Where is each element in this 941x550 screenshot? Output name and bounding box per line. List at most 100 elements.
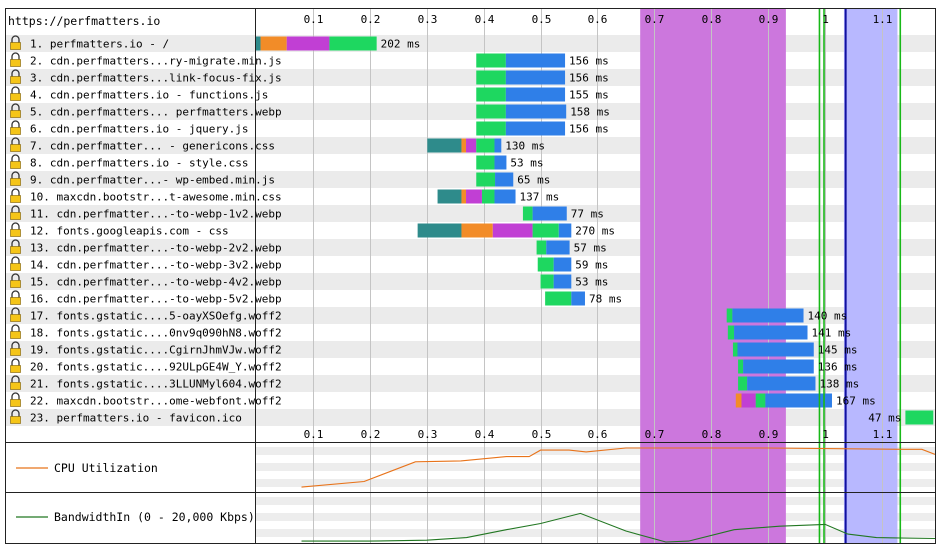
request-duration-label: 155 ms	[569, 89, 609, 102]
request-duration-label: 78 ms	[589, 293, 622, 306]
lock-icon	[11, 171, 20, 179]
request-duration-label: 138 ms	[819, 378, 859, 391]
request-duration-label: 47 ms	[868, 412, 901, 425]
lock-icon	[11, 239, 20, 247]
lock-icon	[11, 205, 20, 213]
cpu-band-stripe	[256, 479, 935, 487]
bar-segment-ssl	[466, 138, 477, 153]
request-duration-label: 59 ms	[575, 259, 608, 272]
request-label: 6. cdn.perfmatters.io - jquery.js	[30, 123, 249, 136]
lock-icon	[11, 222, 20, 230]
bar-segment-ssl	[466, 189, 482, 204]
bar-segment-ssl	[741, 393, 756, 408]
request-label: 20. fonts.gstatic....92ULpGE4W_Y.woff2	[30, 361, 282, 374]
request-label: 10. maxcdn.bootstr...t-awesome.min.css	[30, 191, 282, 204]
lock-icon	[11, 307, 20, 315]
lock-icon	[11, 188, 20, 196]
site-url: https://perfmatters.io	[8, 14, 160, 28]
lock-icon	[11, 154, 20, 162]
bar-segment-ttfb	[738, 359, 744, 374]
lock-icon	[10, 76, 21, 84]
bar-segment-download	[505, 121, 566, 136]
bar-segment-download	[734, 325, 808, 340]
bar-segment-ttfb	[755, 393, 766, 408]
lock-icon	[10, 178, 21, 186]
lock-icon	[10, 127, 21, 135]
lock-icon	[10, 93, 21, 101]
bar-segment-download	[571, 291, 585, 306]
request-duration-label: 77 ms	[571, 208, 604, 221]
request-label: 4. cdn.perfmatters.io - functions.js	[30, 89, 268, 102]
request-label: 16. cdn.perfmatter...-to-webp-5v2.webp	[30, 293, 282, 306]
bar-segment-ttfb	[481, 189, 495, 204]
bar-segment-ttfb	[476, 172, 496, 187]
bar-segment-ttfb	[532, 223, 559, 238]
lock-icon	[10, 59, 21, 67]
request-duration-label: 202 ms	[381, 38, 421, 51]
request-label: 21. fonts.gstatic....3LLUNMyl604.woff2	[30, 378, 282, 391]
bar-segment-download	[505, 87, 566, 102]
bandwidth-band-stripe	[256, 513, 935, 521]
bar-segment-ttfb	[476, 87, 506, 102]
bar-segment-download	[505, 53, 566, 68]
request-label: 1. perfmatters.io - /	[30, 38, 169, 51]
request-label: 13. cdn.perfmatter...-to-webp-2v2.webp	[30, 242, 282, 255]
lock-icon	[10, 399, 21, 407]
request-duration-label: 65 ms	[517, 174, 550, 187]
lock-icon	[10, 229, 21, 237]
bar-segment-download	[532, 206, 567, 221]
x-tick-label-bottom: 0.6	[588, 428, 608, 441]
x-tick-label-top: 0.7	[645, 13, 665, 26]
graph-layer	[301, 447, 936, 543]
cpu-utilization-label: CPU Utilization	[54, 461, 158, 475]
x-tick-label-bottom: 0.3	[418, 428, 438, 441]
lock-icon	[11, 86, 20, 94]
request-duration-label: 156 ms	[569, 55, 609, 68]
request-duration-label: 141 ms	[812, 327, 852, 340]
bar-segment-ttfb	[905, 410, 934, 425]
bar-segment-download	[747, 376, 816, 391]
bar-segment-download	[732, 308, 804, 323]
request-label: 17. fonts.gstatic....5-oayXSOefg.woff2	[30, 310, 282, 323]
bandwidth-in-label: BandwidthIn (0 - 20,000 Kbps)	[54, 510, 255, 524]
request-label: 7. cdn.perfmatter... - genericons.css	[30, 140, 275, 153]
x-tick-label-bottom: 0.2	[361, 428, 381, 441]
request-duration-label: 140 ms	[808, 310, 848, 323]
bar-segment-connect	[461, 189, 467, 204]
bar-segment-ttfb	[476, 138, 495, 153]
bar-segment-ssl	[286, 36, 330, 51]
dom-content-loaded-region	[640, 9, 786, 543]
request-duration-label: 137 ms	[520, 191, 560, 204]
x-tick-label-top: 0.8	[702, 13, 722, 26]
request-duration-label: 130 ms	[505, 140, 545, 153]
request-duration-label: 156 ms	[569, 72, 609, 85]
lock-icon	[10, 212, 21, 220]
request-duration-label: 57 ms	[574, 242, 607, 255]
bar-segment-dns	[256, 36, 261, 51]
lock-icon	[11, 35, 20, 43]
x-tick-label-top: 0.1	[304, 13, 324, 26]
bar-segment-download	[505, 104, 567, 119]
bar-segment-ttfb	[732, 342, 738, 357]
bar-segment-ttfb	[329, 36, 377, 51]
request-label: 8. cdn.perfmatters.io - style.css	[30, 157, 249, 170]
lock-icon	[10, 348, 21, 356]
lock-icon	[11, 290, 20, 298]
request-label: 14. cdn.perfmatter...-to-webp-3v2.webp	[30, 259, 282, 272]
lock-icon	[10, 331, 21, 339]
bandwidth-band-stripe	[256, 497, 935, 505]
lock-icon	[11, 256, 20, 264]
lock-icon	[10, 246, 21, 254]
x-tick-label-top: 0.2	[361, 13, 381, 26]
request-duration-label: 158 ms	[570, 106, 610, 119]
bar-segment-download	[505, 70, 566, 85]
bar-segment-ttfb	[726, 308, 733, 323]
request-label: 15. cdn.perfmatter...-to-webp-4v2.webp	[30, 276, 282, 289]
lock-icon	[10, 280, 21, 288]
request-label: 23. perfmatters.io - favicon.ico	[30, 412, 242, 425]
x-tick-label-bottom: 0.4	[475, 428, 495, 441]
lock-icon	[10, 263, 21, 271]
bar-segment-ttfb	[476, 155, 495, 170]
bar-segment-ttfb	[476, 53, 506, 68]
